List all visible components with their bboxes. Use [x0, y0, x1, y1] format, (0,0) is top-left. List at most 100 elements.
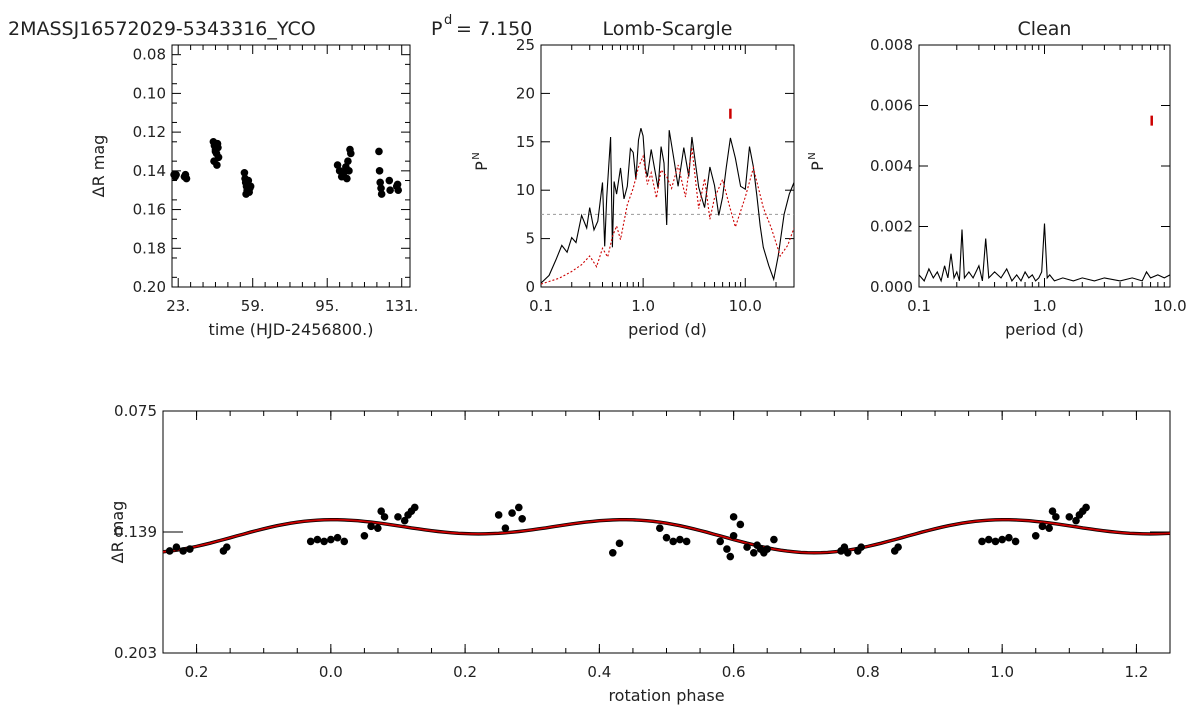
y-axis-title: ΔR mag — [108, 501, 127, 564]
y-tick-label: 0.18 — [133, 239, 166, 257]
y-tick-label: 0.14 — [133, 162, 166, 180]
panel-title: Clean — [1018, 18, 1072, 40]
star-id-title: 2MASSJ16572029-5343316_YCO — [8, 18, 316, 40]
data-point — [655, 524, 664, 533]
data-point — [213, 161, 221, 169]
data-point — [394, 513, 402, 521]
data-point — [392, 182, 401, 191]
y-axis-title: ΔR mag — [89, 135, 108, 198]
data-point — [843, 548, 852, 557]
x-tick-label: 0.8 — [856, 663, 880, 681]
data-point — [669, 537, 678, 546]
x-tick-label: 0.1 — [907, 297, 931, 315]
data-point — [1005, 533, 1013, 542]
data-point — [729, 513, 738, 521]
data-point — [313, 535, 322, 544]
y-tick-label: 0.075 — [114, 402, 157, 420]
data-point — [770, 535, 778, 544]
data-point — [240, 168, 249, 177]
x-tick-label: 0.2 — [185, 663, 209, 681]
x-tick-label: 0.1 — [529, 297, 553, 315]
model-fit-curve — [162, 518, 1171, 554]
data-point — [376, 178, 384, 187]
data-point — [515, 503, 523, 512]
data-point — [400, 516, 409, 525]
data-point — [244, 176, 253, 185]
x-tick-label: 10.0 — [729, 297, 762, 315]
x-tick-label: 0.6 — [722, 663, 746, 681]
y-axis-title-subscript: N — [471, 152, 482, 159]
data-point — [1045, 524, 1053, 533]
x-tick-label: 0.0 — [319, 663, 343, 681]
data-point — [991, 537, 1000, 546]
data-point — [327, 535, 335, 544]
plot-frame — [162, 410, 1171, 654]
y-tick-label: 0.008 — [870, 36, 913, 54]
x-tick-label: 95. — [315, 297, 339, 315]
y-tick-label: 0.203 — [114, 644, 157, 662]
data-point — [662, 533, 671, 542]
data-point — [1052, 513, 1060, 521]
data-point — [729, 531, 738, 540]
x-axis-title: period (d) — [1005, 320, 1084, 339]
data-point — [615, 539, 624, 548]
data-point — [375, 167, 384, 175]
data-point — [1072, 516, 1080, 525]
data-point — [508, 509, 516, 517]
x-tick-label: 1.0 — [1033, 297, 1057, 315]
data-point — [518, 514, 526, 523]
data-point — [1038, 522, 1047, 531]
data-point — [984, 535, 993, 544]
data-point — [182, 174, 191, 183]
data-point — [374, 524, 382, 533]
x-tick-label: 0.2 — [453, 663, 477, 681]
data-point — [306, 537, 315, 546]
y-tick-label: 0.002 — [870, 218, 913, 236]
data-point — [214, 143, 222, 152]
data-point — [377, 507, 385, 516]
data-point — [360, 531, 369, 540]
y-tick-label: 0.12 — [133, 123, 166, 141]
data-point — [386, 186, 394, 194]
x-tick-label: 1.2 — [1125, 663, 1149, 681]
power-spectrum-line — [919, 223, 1170, 283]
data-point — [377, 184, 385, 193]
phased-lightcurve-panel: 0.2 0.0 0.2 0.4 0.6 0.8 1.0 1.2 0.075 0.139 0.203 r… — [108, 402, 1171, 705]
period-value: = 7.150 — [456, 18, 532, 40]
data-point — [840, 543, 849, 551]
data-point — [857, 543, 865, 551]
data-point — [375, 147, 383, 156]
data-point — [345, 167, 353, 175]
data-point — [749, 548, 758, 557]
data-point — [998, 535, 1006, 544]
data-point — [608, 548, 617, 557]
data-point — [340, 537, 349, 546]
data-point — [333, 533, 342, 542]
y-tick-label: 0.10 — [133, 84, 166, 102]
data-point — [246, 182, 255, 191]
data-point — [1011, 537, 1020, 546]
data-point — [676, 535, 684, 544]
x-axis-title: rotation phase — [608, 686, 724, 705]
data-point — [716, 537, 725, 546]
data-point — [179, 547, 187, 555]
x-tick-label: 23. — [166, 297, 190, 315]
period-superscript: d — [444, 13, 452, 28]
y-tick-label: 10 — [516, 181, 535, 199]
x-axis-title: time (HJD-2456800.) — [209, 320, 374, 339]
data-point — [347, 149, 355, 158]
y-tick-label: 0 — [525, 278, 535, 296]
y-tick-label: 15 — [516, 133, 535, 151]
data-point — [743, 543, 751, 551]
data-point — [726, 552, 735, 561]
data-point — [410, 503, 419, 512]
y-tick-label: 0.08 — [133, 46, 166, 64]
data-point — [978, 537, 986, 546]
y-tick-label: 0.16 — [133, 201, 166, 219]
data-point — [736, 520, 745, 529]
y-axis-title: P — [808, 161, 827, 171]
data-point — [344, 157, 352, 165]
figure-title: 2MASSJ16572029-5343316_YCO P d = 7.150 — [8, 13, 532, 40]
plot-frame — [540, 44, 795, 288]
